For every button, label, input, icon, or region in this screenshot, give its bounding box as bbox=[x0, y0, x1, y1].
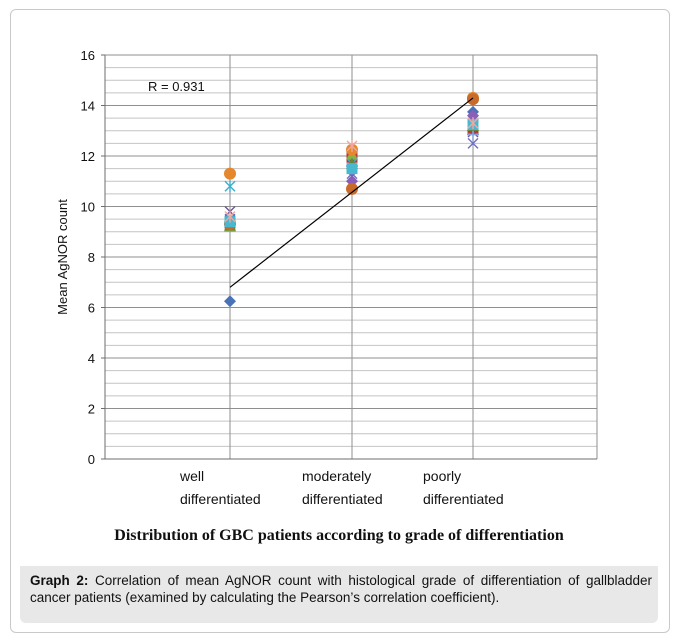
caption-label: Graph 2: bbox=[30, 573, 89, 588]
data-point bbox=[467, 109, 479, 122]
data-point bbox=[224, 180, 236, 193]
data-point bbox=[224, 167, 236, 180]
y-tick-label: 4 bbox=[88, 351, 95, 366]
x-tick-label: well bbox=[179, 468, 204, 484]
y-tick-label: 0 bbox=[88, 452, 95, 467]
data-point bbox=[224, 210, 236, 223]
data-point bbox=[346, 182, 358, 195]
y-tick-label: 2 bbox=[88, 402, 95, 417]
data-point bbox=[467, 93, 479, 106]
figure-caption: Graph 2: Correlation of mean AgNOR count… bbox=[30, 572, 652, 606]
correlation-annotation: R = 0.931 bbox=[148, 79, 205, 94]
data-point bbox=[346, 139, 358, 152]
trend-line bbox=[229, 97, 474, 288]
data-point bbox=[467, 137, 479, 149]
x-tick-label: differentiated bbox=[302, 491, 383, 507]
x-axis-title: Distribution of GBC patients according t… bbox=[114, 527, 564, 544]
y-tick-label: 16 bbox=[81, 48, 95, 63]
y-axis-title: Mean AgNOR count bbox=[55, 199, 70, 315]
caption-body: Correlation of mean AgNOR count with his… bbox=[30, 573, 652, 605]
y-tick-label: 8 bbox=[88, 250, 95, 265]
y-tick-label: 12 bbox=[81, 149, 95, 164]
data-point bbox=[224, 295, 236, 308]
x-tick-label: differentiated bbox=[423, 491, 504, 507]
y-tick-label: 14 bbox=[81, 99, 95, 114]
y-tick-label: 6 bbox=[88, 301, 95, 316]
caption-box bbox=[20, 566, 658, 623]
data-point bbox=[467, 117, 479, 130]
x-tick-label: differentiated bbox=[180, 491, 261, 507]
x-tick-label: moderately bbox=[302, 468, 371, 484]
data-point bbox=[346, 163, 358, 175]
figure-frame bbox=[10, 9, 670, 633]
x-tick-label: poorly bbox=[423, 468, 461, 484]
scatter-chart: 0 2 4 6 8 10 12 14 16 Mean AgNOR count well differe… bbox=[55, 48, 598, 507]
y-tick-label: 10 bbox=[81, 200, 95, 215]
